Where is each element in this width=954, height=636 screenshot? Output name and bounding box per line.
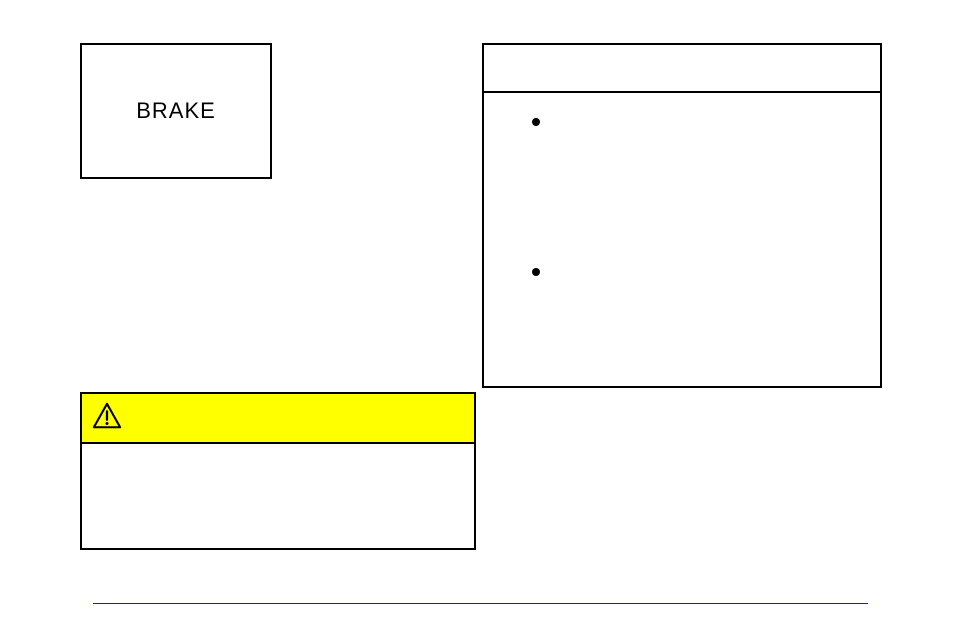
page: BRAKE bbox=[0, 0, 954, 636]
footer-divider bbox=[93, 603, 868, 604]
info-panel-header bbox=[484, 45, 880, 93]
caution-box bbox=[80, 392, 476, 550]
bullet-2 bbox=[532, 268, 540, 276]
info-panel bbox=[482, 43, 882, 388]
brake-label: BRAKE bbox=[136, 98, 216, 124]
brake-indicator-box: BRAKE bbox=[80, 43, 272, 179]
bullet-1 bbox=[532, 118, 540, 126]
info-panel-body bbox=[484, 93, 880, 117]
warning-icon bbox=[92, 401, 122, 436]
caution-header bbox=[82, 394, 474, 444]
